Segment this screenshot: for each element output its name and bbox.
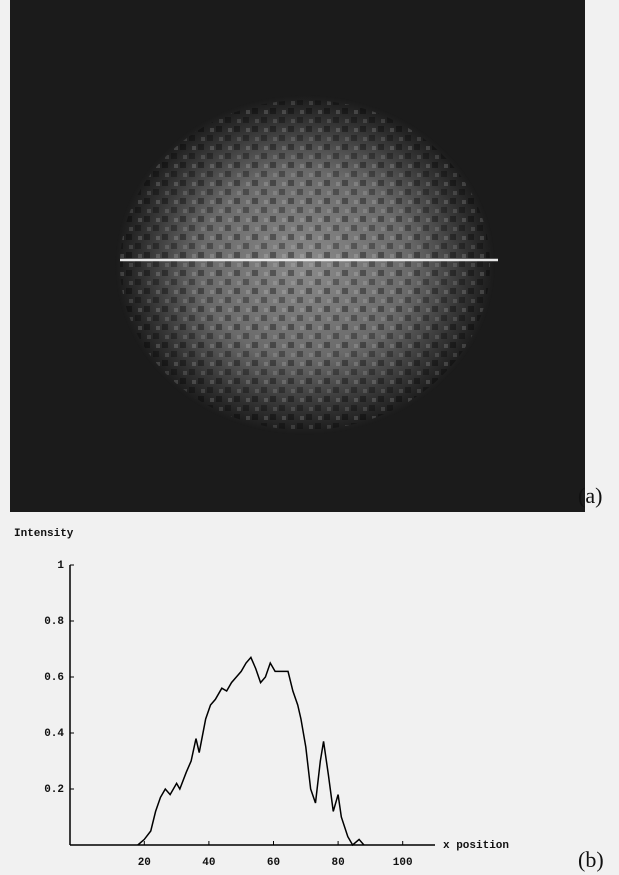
y-tick-label: 1	[57, 560, 64, 572]
x-tick-label: 100	[393, 857, 413, 869]
x-tick-label: 20	[138, 857, 151, 869]
x-tick-label: 60	[267, 857, 280, 869]
y-axis-label: Intensity	[14, 528, 74, 540]
y-tick-label: 0.8	[44, 616, 64, 628]
y-tick-label: 0.6	[44, 672, 64, 684]
panel-label: (a)	[578, 483, 602, 508]
x-tick-label: 40	[202, 857, 215, 869]
y-tick-label: 0.2	[44, 784, 64, 796]
data-line	[137, 656, 365, 847]
y-tick-label: 0.4	[44, 728, 64, 740]
x-tick-label: 80	[331, 857, 344, 869]
panel-label: (b)	[578, 847, 604, 872]
x-axis-label: x position	[443, 840, 509, 852]
speckle-texture	[120, 100, 490, 430]
